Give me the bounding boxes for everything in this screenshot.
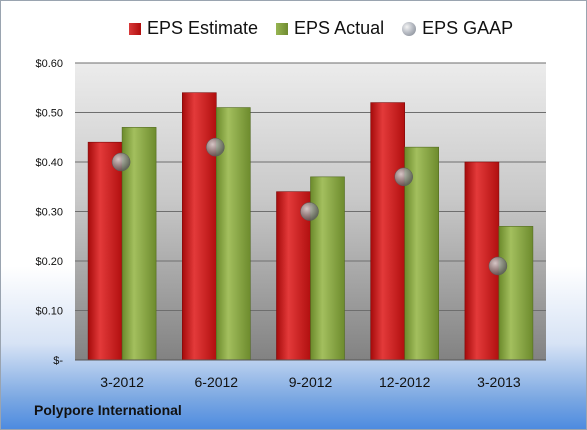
bar-eps-estimate bbox=[87, 141, 123, 361]
legend-swatch-eps-estimate bbox=[129, 22, 141, 35]
x-tick-label: 9-2012 bbox=[289, 374, 333, 390]
x-tick-label: 3-2012 bbox=[100, 374, 144, 390]
chart-legend: EPS Estimate EPS Actual EPS GAAP bbox=[129, 18, 531, 39]
y-tick-label: $0.30 bbox=[35, 207, 63, 219]
marker-eps-gaap bbox=[206, 137, 225, 157]
company-name: Polypore International bbox=[34, 402, 182, 418]
bar-eps-estimate bbox=[276, 191, 311, 361]
legend-item-eps-actual: EPS Actual bbox=[276, 18, 384, 39]
marker-eps-gaap bbox=[300, 202, 319, 221]
legend-swatch-eps-actual bbox=[276, 22, 289, 35]
bar-eps-estimate bbox=[370, 102, 406, 361]
marker-eps-gaap bbox=[394, 167, 413, 187]
x-tick-label: 3-2013 bbox=[477, 374, 521, 390]
y-tick-label: $0.50 bbox=[35, 108, 63, 120]
y-tick-label: $0.40 bbox=[35, 157, 63, 169]
legend-label-eps-gaap: EPS GAAP bbox=[422, 18, 514, 38]
legend-marker-eps-gaap bbox=[402, 21, 417, 36]
y-tick-label: $0.60 bbox=[35, 58, 63, 70]
x-tick-label: 6-2012 bbox=[195, 374, 239, 390]
y-tick-label: $0.10 bbox=[35, 306, 63, 318]
y-tick-label: $- bbox=[53, 355, 63, 367]
bar-eps-actual bbox=[310, 176, 345, 361]
x-tick-label: 12-2012 bbox=[379, 374, 431, 390]
marker-eps-gaap bbox=[488, 256, 508, 276]
bar-eps-estimate bbox=[182, 92, 217, 361]
legend-item-eps-estimate: EPS Estimate bbox=[129, 18, 258, 39]
legend-label-eps-estimate: EPS Estimate bbox=[147, 18, 259, 38]
bar-eps-actual bbox=[498, 226, 534, 361]
legend-label-eps-actual: EPS Actual bbox=[294, 18, 385, 38]
y-tick-label: $0.20 bbox=[35, 256, 63, 268]
marker-eps-gaap bbox=[111, 152, 131, 172]
legend-item-eps-gaap: EPS GAAP bbox=[402, 18, 513, 39]
